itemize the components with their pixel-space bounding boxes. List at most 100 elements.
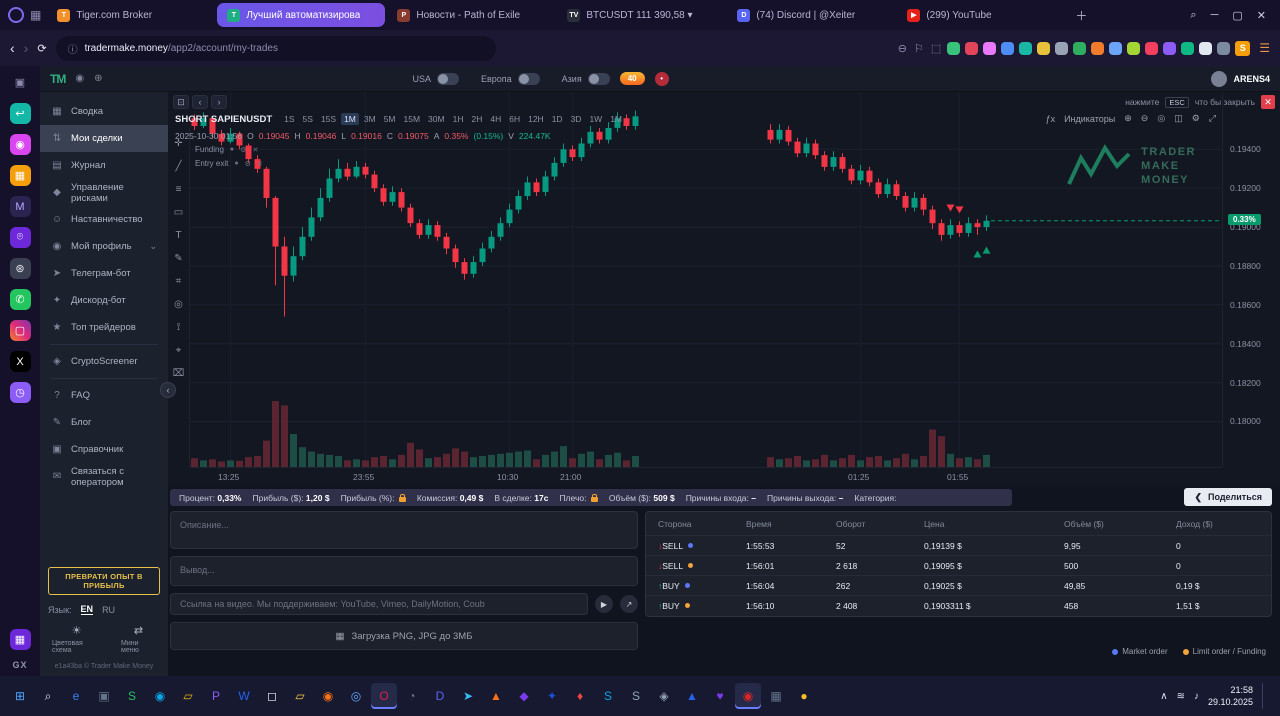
taskbar-app-word[interactable]: W: [238, 689, 250, 703]
timeframe-5m-5[interactable]: 5M: [383, 114, 396, 124]
taskbar-app[interactable]: ▲: [686, 689, 698, 703]
timeframe-3m-4[interactable]: 3M: [363, 114, 376, 124]
layout-icon[interactable]: ◫: [1174, 113, 1183, 123]
video-link-input[interactable]: Ссылка на видео. Мы поддерживаем: YouTub…: [170, 593, 588, 615]
browser-action-icon[interactable]: ⊖: [897, 42, 907, 55]
legend-entry-exit[interactable]: Entry exit ● ⚙ ✕: [195, 159, 263, 168]
extension-icon[interactable]: [965, 41, 979, 55]
tab-tradingview[interactable]: TV BTCUSDT 111 390,58 ▾: [557, 3, 725, 27]
crosshair-tool-icon[interactable]: ✛: [174, 138, 183, 149]
sidebar-item-my-profile[interactable]: ◉ Мой профиль ⌄: [40, 233, 168, 260]
region-toggle-азия[interactable]: Азия: [562, 72, 610, 85]
chart-close-button[interactable]: ✕: [1261, 95, 1275, 109]
extension-icon[interactable]: [1019, 41, 1033, 55]
language-en[interactable]: EN: [80, 604, 94, 615]
taskbar-app-firefox[interactable]: ◉: [322, 689, 334, 703]
taskbar-app-chrome[interactable]: ◎: [350, 689, 362, 703]
shape-tool-icon[interactable]: ▭: [173, 207, 184, 218]
pattern-tool-icon[interactable]: ⌗: [175, 276, 182, 287]
tab-tiger-broker[interactable]: T Tiger.com Broker: [47, 3, 215, 27]
timeframe-1m-16[interactable]: 1M: [610, 114, 622, 124]
remove-drawings-icon[interactable]: ⌧: [172, 368, 185, 379]
window-minimize-icon[interactable]: ─: [1210, 9, 1219, 21]
snapshot-camera-icon[interactable]: ◎: [1157, 113, 1166, 123]
timeframe-5s-1[interactable]: 5S: [302, 114, 313, 124]
sidebar-item-faq[interactable]: ? FAQ: [40, 382, 168, 409]
chart-prev-trade-button[interactable]: ‹: [192, 95, 208, 109]
zoom-tool-icon[interactable]: ⌖: [175, 345, 182, 356]
extension-icon[interactable]: [1217, 41, 1231, 55]
sidebar-item-journal[interactable]: ▤ Журнал: [40, 152, 168, 179]
taskbar-app[interactable]: ▦: [770, 689, 782, 703]
taskbar-app[interactable]: ◉: [154, 689, 166, 703]
browser-menu-icon[interactable]: ☰: [1259, 41, 1270, 55]
language-globe-icon[interactable]: ⊕: [94, 73, 103, 84]
back-button[interactable]: ‹: [10, 40, 15, 56]
chat-icon[interactable]: ↩: [9, 103, 31, 124]
taskbar-app-discord[interactable]: D: [435, 689, 445, 703]
taskbar-app-telegram[interactable]: ➤: [462, 689, 474, 703]
visibility-icon[interactable]: ◉: [75, 73, 85, 84]
video-open-button[interactable]: ↗: [620, 595, 638, 613]
taskbar-app[interactable]: ◉: [735, 683, 761, 709]
legend-funding[interactable]: Funding ● ⚙ ✕: [195, 145, 259, 154]
whatsapp-icon[interactable]: ✆: [9, 289, 31, 310]
bot-icon[interactable]: ⌾: [9, 227, 31, 248]
taskbar-app-opera[interactable]: O: [371, 683, 397, 709]
timeframe-12h-12[interactable]: 12H: [528, 114, 544, 124]
chart-window-icon[interactable]: ⊡: [173, 95, 189, 109]
sidebar-item-handbook[interactable]: ▣ Справочник: [40, 436, 168, 463]
taskbar-app[interactable]: ▣: [98, 689, 110, 703]
sidebar-item-telegram-bot[interactable]: ➤ Телеграм-бот: [40, 260, 168, 287]
taskbar-app-surf[interactable]: S: [631, 689, 640, 703]
media-panel-icon[interactable]: ▣: [14, 77, 26, 89]
timeframe-6h-11[interactable]: 6H: [509, 114, 521, 124]
gx-app-icon[interactable]: ▦: [9, 629, 31, 650]
text-tool-icon[interactable]: T: [175, 230, 182, 241]
extension-icon[interactable]: [1145, 41, 1159, 55]
taskbar-app[interactable]: ◈: [659, 689, 669, 703]
toggle-switch[interactable]: [436, 72, 459, 85]
time-axis[interactable]: 13:25 23:55 10:30 21:00 01:25 01:55: [190, 467, 1222, 487]
language-ru[interactable]: RU: [102, 604, 116, 615]
timeframe-1d-13[interactable]: 1D: [551, 114, 563, 124]
media-panel-toggle-icon[interactable]: ▦: [30, 8, 42, 22]
share-button[interactable]: ❮ Поделиться: [1184, 488, 1272, 506]
trendline-tool-icon[interactable]: ╱: [175, 161, 182, 172]
network-icon[interactable]: ≋: [1176, 690, 1185, 702]
sidebar-item-summary[interactable]: ▦ Сводка: [40, 98, 168, 125]
sidebar-item-contact-operator[interactable]: ✉ Связаться с оператором: [40, 463, 168, 490]
region-toggle-европа[interactable]: Европа: [481, 72, 540, 85]
order-row[interactable]: ↑BUY 1:56:10 2 408 0,1903311 $458 1,51 $: [646, 595, 1271, 615]
timeframe-15s-2[interactable]: 15S: [320, 114, 337, 124]
order-row[interactable]: ↑BUY 1:56:04 262 0,19025 $49,85 0,19 $: [646, 575, 1271, 595]
history-icon[interactable]: ◷: [9, 382, 31, 403]
notification-bell-icon[interactable]: •: [654, 71, 669, 86]
price-axis[interactable]: 0.19400 0.19200 0.19000 0.18800 0.18600 0.184…: [1222, 92, 1280, 467]
extension-icon[interactable]: [1073, 41, 1087, 55]
window-search-icon[interactable]: ⌕: [1190, 8, 1197, 21]
extension-icon[interactable]: [1181, 41, 1195, 55]
tab-discord[interactable]: D (74) Discord | @Xeiter: [727, 3, 895, 27]
chart-plot-area[interactable]: [190, 92, 1222, 467]
ai-assistant-icon[interactable]: ⊛: [9, 258, 31, 279]
sidebar-item-my-trades[interactable]: ⇅ Мои сделки: [40, 125, 168, 152]
candlestick-chart[interactable]: [190, 92, 1222, 467]
timeframe-30m-7[interactable]: 30M: [428, 114, 445, 124]
legend-visibility-icon[interactable]: ●: [229, 146, 235, 153]
tab-youtube[interactable]: ▶ (299) YouTube: [897, 3, 1065, 27]
indicators-button[interactable]: Индикаторы: [1064, 113, 1116, 124]
brush-tool-icon[interactable]: ✎: [174, 253, 183, 264]
legend-settings-icon[interactable]: ⚙: [240, 146, 247, 154]
region-toggle-usa[interactable]: USA: [412, 72, 459, 85]
toggle-switch[interactable]: [587, 72, 610, 85]
volume-icon[interactable]: ♪: [1193, 690, 1199, 702]
description-input[interactable]: Описание...: [170, 511, 638, 549]
conclusion-input[interactable]: Вывод...: [170, 556, 638, 586]
timeframe-3d-14[interactable]: 3D: [570, 114, 582, 124]
extension-icon[interactable]: [1199, 41, 1213, 55]
chart-next-trade-button[interactable]: ›: [211, 95, 227, 109]
taskbar-app[interactable]: ✦: [546, 689, 558, 703]
promo-button[interactable]: ПРЕВРАТИ ОПЫТ В ПРИБЫЛЬ: [48, 567, 160, 595]
taskbar-app-edge[interactable]: e: [72, 689, 80, 703]
